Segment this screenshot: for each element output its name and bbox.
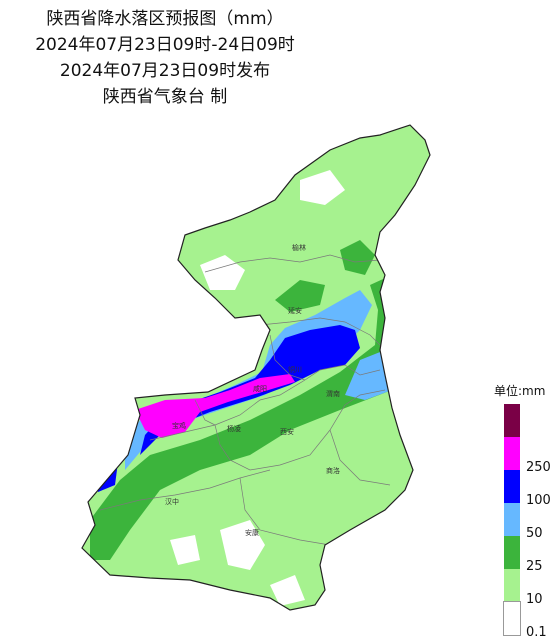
legend-label: 250	[526, 460, 551, 475]
legend-label: 0.1	[526, 625, 547, 640]
city-label-yulin: 榆林	[292, 243, 306, 252]
city-label-ankang: 安康	[245, 528, 259, 537]
band-10-25-north	[275, 280, 325, 312]
map-title-block: 陕西省降水落区预报图（mm） 2024年07月23日09时-24日09时 202…	[0, 6, 330, 110]
precipitation-bands	[82, 125, 430, 610]
legend-swatch	[504, 437, 520, 470]
legend-swatch	[504, 503, 520, 536]
legend-swatch	[504, 470, 520, 503]
band-10-25-ne	[340, 240, 375, 275]
legend-label: 50	[526, 526, 543, 541]
city-label-yanan: 延安	[288, 306, 302, 315]
legend-label: 25	[526, 559, 543, 574]
city-label-tongchuan: 铜川	[288, 365, 302, 374]
city-label-baoji: 宝鸡	[172, 421, 186, 430]
issuer: 陕西省气象台 制	[102, 87, 228, 107]
dry-area-south	[220, 520, 265, 570]
legend-title: 单位:mm	[494, 384, 546, 398]
forecast-period: 2024年07月23日09时-24日09时	[35, 35, 295, 55]
precipitation-map: 榆林 延安 铜川 渭南 咸阳 宝鸡 杨凌 西安 商洛 汉中 安康	[81, 124, 431, 611]
band-10-25	[90, 275, 392, 560]
city-label-weinan: 渭南	[326, 389, 340, 398]
dry-area-south-3	[270, 575, 305, 606]
prefecture-boundaries	[99, 254, 391, 546]
legend-swatch	[504, 569, 520, 602]
band-25-50-east	[345, 350, 392, 400]
band-100-250	[135, 374, 295, 438]
issue-time: 2024年07月23日09时发布	[59, 61, 271, 81]
map-title: 陕西省降水落区预报图（mm）	[46, 9, 284, 29]
city-label-hanzhong: 汉中	[165, 497, 179, 506]
dry-area-north-2	[300, 170, 345, 205]
city-label-xian: 西安	[280, 427, 294, 436]
legend-swatch	[503, 601, 521, 636]
legend-swatch	[504, 404, 520, 437]
province-outline	[81, 124, 431, 611]
legend: 单位:mm 250 100 50 25 10 0.1	[484, 382, 557, 640]
legend-label: 100	[526, 493, 551, 508]
city-label-shangluo: 商洛	[326, 466, 340, 475]
legend-swatch	[504, 536, 520, 569]
legend-label: 10	[526, 592, 543, 607]
dry-area-south-2	[170, 535, 200, 565]
city-label-yangling: 杨凌	[227, 424, 241, 433]
city-label-xianyang: 咸阳	[253, 384, 267, 393]
